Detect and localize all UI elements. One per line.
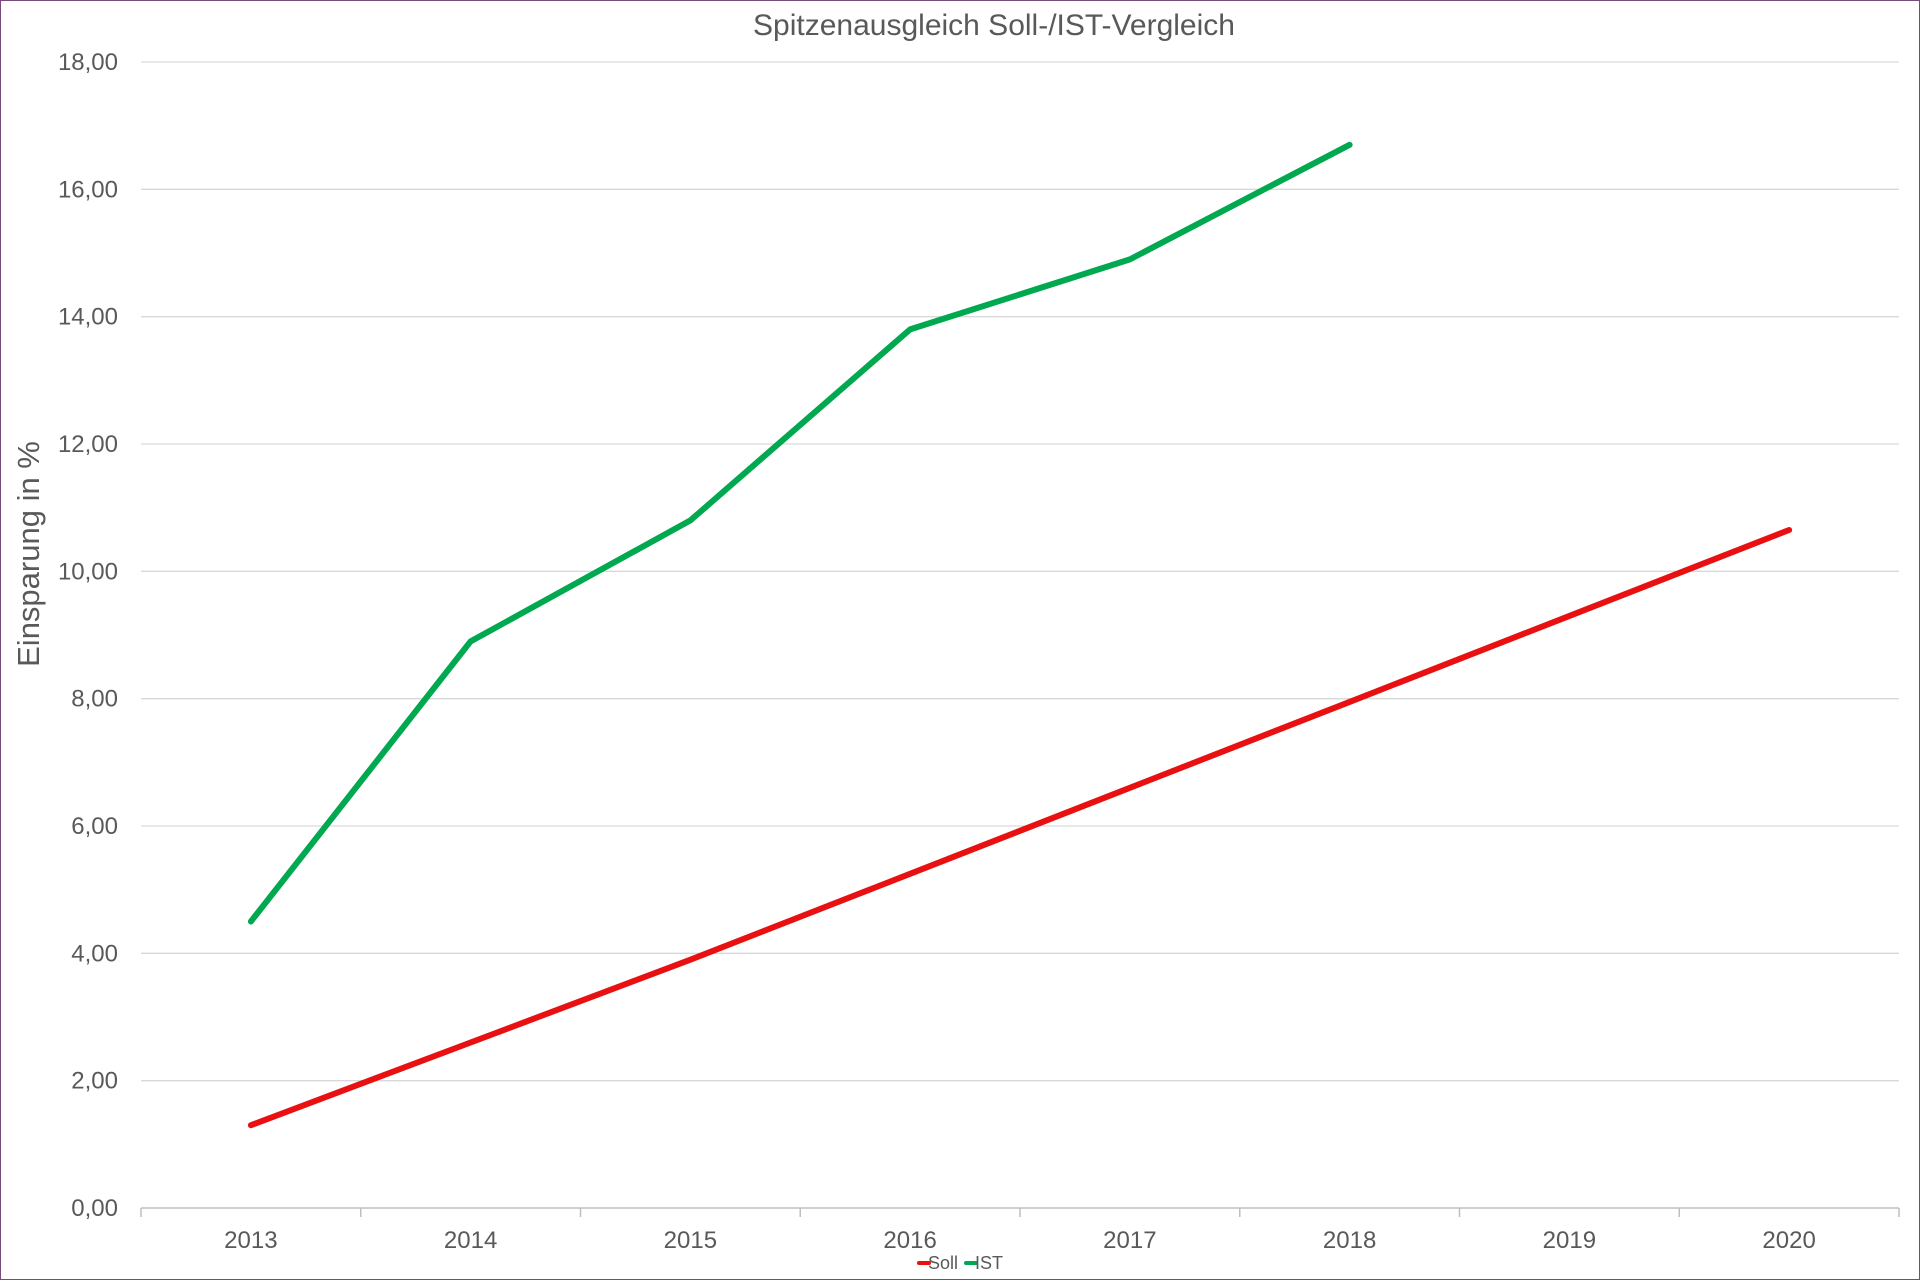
x-tick-label: 2013 bbox=[224, 1227, 277, 1254]
x-tick-label: 2018 bbox=[1323, 1227, 1376, 1254]
x-tick-label: 2014 bbox=[444, 1227, 497, 1254]
series-line-ist bbox=[247, 141, 1353, 925]
y-axis-title: Einsparung in % bbox=[11, 441, 46, 667]
y-axis-ticks: 0,00 2,00 4,00 6,00 8,00 10,00 12,00 14,00 16,00… bbox=[58, 49, 118, 1222]
series-line-soll bbox=[247, 527, 1793, 1129]
y-tick-label: 16,00 bbox=[58, 176, 118, 203]
y-tick-label: 0,00 bbox=[71, 1195, 118, 1222]
x-tick-label: 2016 bbox=[883, 1227, 936, 1254]
y-tick-label: 12,00 bbox=[58, 431, 118, 458]
y-tick-label: 4,00 bbox=[71, 940, 118, 967]
x-tick-label: 2015 bbox=[664, 1227, 717, 1254]
x-tick-label: 2017 bbox=[1103, 1227, 1156, 1254]
y-tick-label: 6,00 bbox=[71, 813, 118, 840]
chart-title: Spitzenausgleich Soll-/IST-Vergleich bbox=[753, 9, 1235, 42]
gridlines bbox=[141, 61, 1899, 1082]
y-tick-label: 18,00 bbox=[58, 49, 118, 76]
y-tick-label: 2,00 bbox=[71, 1068, 118, 1095]
series-lines bbox=[247, 141, 1793, 1129]
x-axis: 2013 2014 2015 2016 2017 2018 2019 2020 bbox=[140, 1207, 1900, 1254]
y-tick-label: 8,00 bbox=[71, 686, 118, 713]
x-tick-label: 2020 bbox=[1762, 1227, 1815, 1254]
legend-label-ist: IST bbox=[975, 1253, 1003, 1273]
legend: Soll IST bbox=[917, 1253, 1003, 1273]
y-tick-label: 10,00 bbox=[58, 558, 118, 585]
x-tick-label: 2019 bbox=[1543, 1227, 1596, 1254]
y-tick-label: 14,00 bbox=[58, 304, 118, 331]
legend-label-soll: Soll bbox=[928, 1253, 958, 1273]
